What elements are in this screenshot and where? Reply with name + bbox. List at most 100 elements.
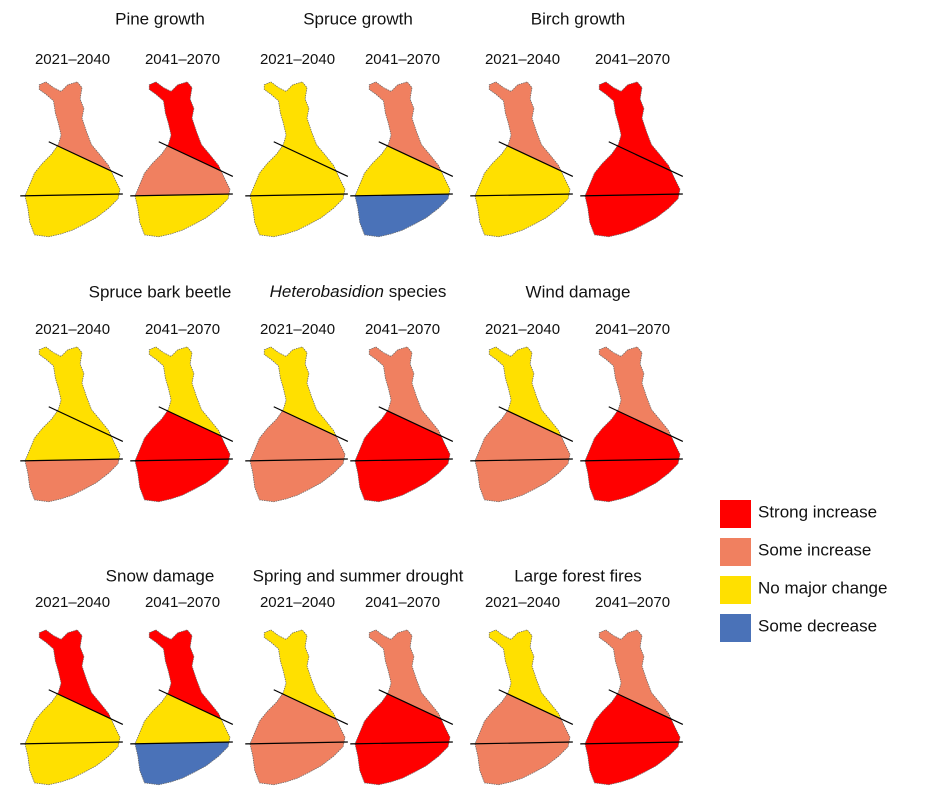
map <box>20 81 124 238</box>
region-divider <box>350 458 453 462</box>
region-divider <box>498 689 574 725</box>
panel: Birch growth 2021–2040 2041–2070 <box>470 9 684 238</box>
region-divider <box>158 689 234 725</box>
region-divider <box>608 406 684 442</box>
panel-title: Heterobasidion species <box>270 282 447 301</box>
period-label: 2021–2040 <box>35 321 110 338</box>
region-divider <box>130 193 233 197</box>
region-divider <box>498 141 574 177</box>
region-divider <box>378 689 454 725</box>
period-label: 2041–2070 <box>145 51 220 68</box>
region-divider <box>20 193 123 197</box>
map <box>580 346 684 503</box>
map <box>470 81 574 238</box>
region-divider <box>580 741 683 745</box>
region-divider <box>273 141 349 177</box>
region-divider <box>158 406 234 442</box>
period-label: 2041–2070 <box>145 321 220 338</box>
region-divider <box>20 741 123 745</box>
map <box>130 81 234 238</box>
period-label: 2041–2070 <box>595 51 670 68</box>
map <box>470 346 574 503</box>
region-divider <box>158 141 234 177</box>
region-divider <box>20 458 123 462</box>
region-divider <box>378 406 454 442</box>
legend-label: Some increase <box>758 540 871 559</box>
panel: Spruce bark beetle 2021–2040 2041–2070 <box>20 282 234 503</box>
panel-title: Snow damage <box>106 566 215 585</box>
region-divider <box>245 458 348 462</box>
map <box>245 81 349 238</box>
map <box>470 629 574 786</box>
map <box>20 346 124 503</box>
period-label: 2021–2040 <box>485 321 560 338</box>
period-label: 2041–2070 <box>365 594 440 611</box>
legend-label: No major change <box>758 578 887 597</box>
region-divider <box>580 193 683 197</box>
period-label: 2021–2040 <box>35 51 110 68</box>
panel-title: Wind damage <box>526 282 631 301</box>
panel-title: Large forest fires <box>514 566 642 585</box>
panel-title: Spring and summer drought <box>253 566 464 585</box>
region-divider <box>608 689 684 725</box>
region-divider <box>245 741 348 745</box>
panel: Wind damage 2021–2040 2041–2070 <box>470 282 684 503</box>
period-label: 2021–2040 <box>485 51 560 68</box>
region-divider <box>470 193 573 197</box>
period-label: 2041–2070 <box>595 321 670 338</box>
panel: Heterobasidion species 2021–2040 2041–2070 <box>245 282 454 503</box>
period-label: 2021–2040 <box>260 51 335 68</box>
map <box>130 629 234 786</box>
panel: Spruce growth 2021–2040 2041–2070 <box>245 9 454 238</box>
period-label: 2041–2070 <box>365 321 440 338</box>
map <box>245 346 349 503</box>
region-divider <box>48 141 124 177</box>
map <box>350 629 454 786</box>
map <box>350 346 454 503</box>
region-divider <box>378 141 454 177</box>
region-divider <box>350 741 453 745</box>
period-label: 2041–2070 <box>365 51 440 68</box>
legend-swatch <box>720 614 751 642</box>
legend-swatch <box>720 500 751 528</box>
map <box>130 346 234 503</box>
region-divider <box>273 406 349 442</box>
region-divider <box>350 193 453 197</box>
region-divider <box>470 458 573 462</box>
region-divider <box>608 141 684 177</box>
map <box>20 629 124 786</box>
region-divider <box>130 458 233 462</box>
legend-label: Some decrease <box>758 616 877 635</box>
period-label: 2021–2040 <box>35 594 110 611</box>
title-italic: Heterobasidion <box>270 282 384 301</box>
region-divider <box>245 193 348 197</box>
legend-swatch <box>720 576 751 604</box>
region-divider <box>48 689 124 725</box>
panel: Snow damage 2021–2040 2041–2070 <box>20 566 234 786</box>
panel-title: Spruce bark beetle <box>89 282 232 301</box>
region-divider <box>130 741 233 745</box>
period-label: 2041–2070 <box>145 594 220 611</box>
map <box>245 629 349 786</box>
map <box>580 629 684 786</box>
period-label: 2041–2070 <box>595 594 670 611</box>
region-divider <box>580 458 683 462</box>
legend-swatch <box>720 538 751 566</box>
region-divider <box>498 406 574 442</box>
region-divider <box>273 689 349 725</box>
map <box>350 81 454 238</box>
period-label: 2021–2040 <box>260 594 335 611</box>
panel-title: Birch growth <box>531 9 625 28</box>
period-label: 2021–2040 <box>485 594 560 611</box>
panel: Pine growth 2021–2040 2041–2070 <box>20 9 234 238</box>
region-divider <box>48 406 124 442</box>
panel: Spring and summer drought 2021–2040 2041–2… <box>245 566 464 786</box>
map <box>580 81 684 238</box>
panel-title: Spruce growth <box>303 9 413 28</box>
legend-label: Strong increase <box>758 502 877 521</box>
panel-title: Pine growth <box>115 9 205 28</box>
region-divider <box>470 741 573 745</box>
panel: Large forest fires 2021–2040 2041–2070 <box>470 566 684 786</box>
period-label: 2021–2040 <box>260 321 335 338</box>
